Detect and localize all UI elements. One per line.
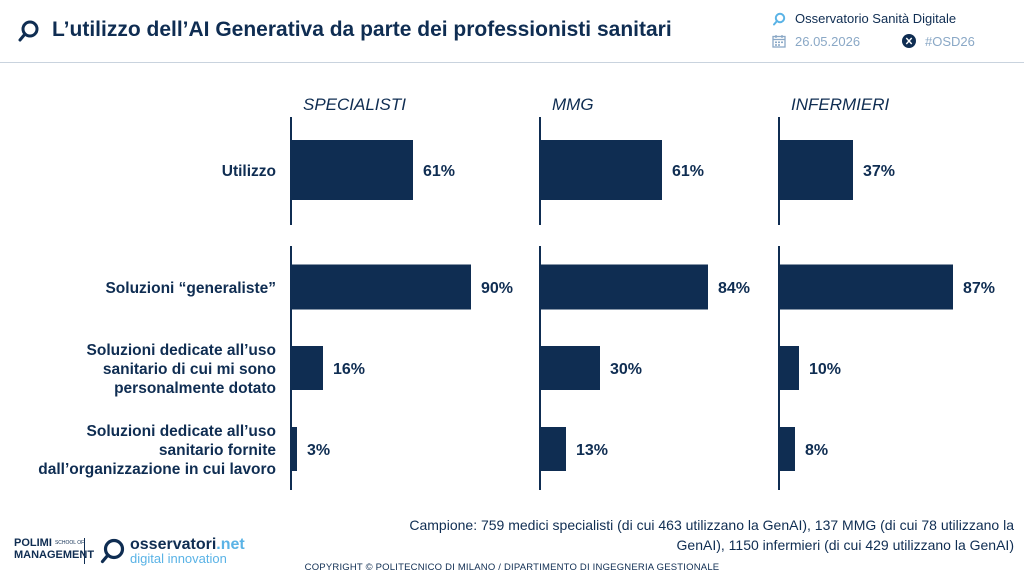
category-label-line: sanitario fornite [158, 441, 276, 459]
category-label-4: Soluzioni dedicate all’uso sanitario forn… [8, 422, 276, 479]
bar-mmg-1 [540, 140, 662, 200]
category-label-line: Soluzioni “generaliste” [105, 279, 276, 297]
polimi-logo-line2: MANAGEMENT [14, 549, 95, 561]
magnifier-small-icon [773, 12, 786, 26]
osservatori-logo-sub: digital innovation [130, 551, 227, 566]
bar-mmg-3 [540, 346, 600, 390]
category-label-line: personalmente dotato [114, 379, 276, 397]
panel-header-infermieri: INFERMIERI [791, 95, 890, 114]
data-label-infermieri-2: 87% [963, 280, 995, 297]
category-label-3: Soluzioni dedicate all’uso sanitario di c… [8, 341, 276, 398]
category-label-line: dall’organizzazione in cui lavoro [38, 460, 276, 478]
sample-note: Campione: 759 medici specialisti (di cui… [409, 517, 1014, 553]
bar-infermieri-2 [779, 264, 953, 310]
category-label-1: Utilizzo [8, 162, 276, 181]
data-label-specialisti-1: 61% [423, 163, 455, 180]
page-title: L’utilizzo dell’AI Generativa da parte d… [52, 18, 672, 41]
calendar-icon [772, 35, 786, 48]
data-label-mmg-2: 84% [718, 280, 750, 297]
data-label-specialisti-4: 3% [307, 442, 330, 459]
panel-header-mmg: MMG [552, 95, 594, 114]
category-label-line: sanitario di cui mi sono [102, 360, 276, 378]
data-label-mmg-1: 61% [672, 163, 704, 180]
polimi-logo: POLIMI SCHOOL OF MANAGEMENT [14, 537, 94, 561]
event-date: 26.05.2026 [795, 34, 861, 49]
data-label-infermieri-3: 10% [809, 361, 841, 378]
logo-separator [84, 538, 85, 564]
bar-mmg-2 [540, 264, 708, 310]
category-label-line: Soluzioni dedicate all’uso [86, 341, 276, 359]
osservatori-logo-main: osservatori [130, 536, 217, 553]
category-label-line: Soluzioni dedicate all’uso [86, 422, 276, 440]
bar-infermieri-3 [779, 346, 799, 390]
bar-specialisti-3 [291, 346, 323, 390]
bar-infermieri-1 [779, 140, 853, 200]
bar-infermieri-4 [779, 427, 795, 471]
category-label-line: Utilizzo [221, 162, 276, 180]
data-label-mmg-4: 13% [576, 442, 608, 459]
bar-specialisti-2 [291, 264, 471, 310]
bar-specialisti-1 [291, 140, 413, 200]
data-label-infermieri-4: 8% [805, 442, 828, 459]
copyright: COPYRIGHT © POLITECNICO DI MILANO / DIPA… [304, 562, 720, 573]
data-label-specialisti-2: 90% [481, 280, 513, 297]
x-social-icon[interactable] [902, 34, 916, 48]
data-label-mmg-3: 30% [610, 361, 642, 378]
data-label-infermieri-1: 37% [863, 163, 895, 180]
category-label-2: Soluzioni “generaliste” [8, 279, 276, 298]
data-label-specialisti-3: 16% [333, 361, 365, 378]
magnifier-logo-icon [18, 20, 39, 42]
header-divider [0, 62, 1024, 63]
hashtag: #OSD26 [925, 34, 975, 49]
panel-header-specialisti: SPECIALISTI [303, 95, 406, 114]
bar-specialisti-4 [291, 427, 297, 471]
org-name: Osservatorio Sanità Digitale [795, 11, 957, 26]
polimi-logo-school: SCHOOL OF [54, 540, 85, 546]
osservatori-logo-ext: .net [216, 536, 245, 553]
bar-mmg-4 [540, 427, 566, 471]
osservatori-logo-icon [100, 538, 125, 564]
polimi-logo-line1: POLIMI [14, 537, 52, 549]
